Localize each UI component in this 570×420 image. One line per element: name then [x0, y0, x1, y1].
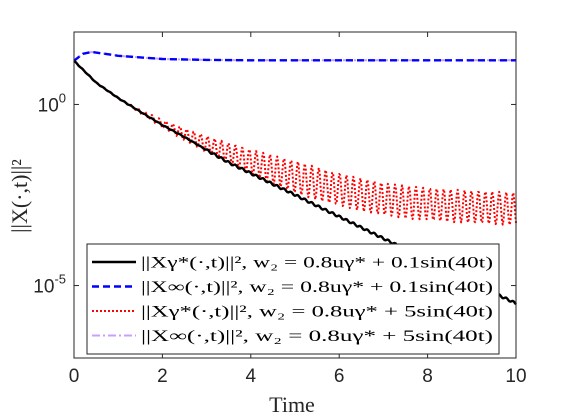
legend-label-2: ||X∞(·,t)||², w₂ = 0.8uγ* + 0.1sin(40t) [141, 279, 493, 296]
x-tick-label: 6 [334, 366, 345, 387]
x-tick-label: 10 [505, 366, 526, 387]
tick-layer: 0 2 4 6 8 10 100 10-5 [33, 32, 527, 387]
axes-box [73, 31, 517, 359]
legend-label-4: ||X∞(·,t)||², w₂ = 0.8uγ* + 5sin(40t) [141, 328, 493, 345]
y-tick-label: 10-5 [33, 272, 66, 298]
x-tick-label: 4 [246, 366, 257, 387]
x-tick-label: 0 [69, 366, 80, 387]
legend-label-3: ||Xγ*(·,t)||², w₂ = 0.8uγ* + 5sin(40t) [141, 304, 493, 321]
legend-label-1: ||Xγ*(·,t)||², w₂ = 0.8uγ* + 0.1sin(40t) [141, 255, 493, 272]
legend-items: ||Xγ*(·,t)||², w₂ = 0.8uγ* + 0.1sin(40t)… [92, 255, 493, 345]
x-tick-label: 2 [157, 366, 168, 387]
legend-box [86, 243, 500, 355]
x-tick-label: 8 [422, 366, 433, 387]
y-tick-label: 100 [38, 90, 66, 116]
y-axis-label: ||X(·,t)||² [7, 159, 32, 233]
x-axis-label: Time [269, 392, 315, 417]
legend: ||Xγ*(·,t)||², w₂ = 0.8uγ* + 0.1sin(40t)… [86, 243, 500, 355]
series-line-2 [73, 50, 516, 62]
